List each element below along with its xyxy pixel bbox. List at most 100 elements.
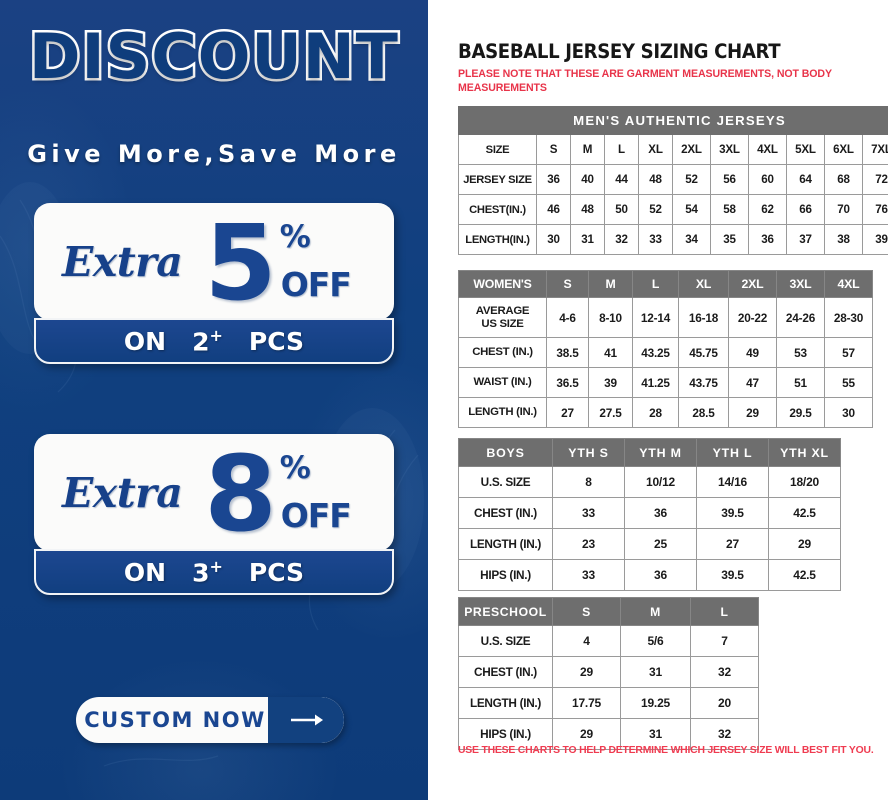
- table-cell: 28: [632, 397, 679, 428]
- table-cell: 28.5: [678, 397, 729, 428]
- mens-table-title: MEN'S AUTHENTIC JERSEYS: [458, 106, 888, 135]
- table-cell: 12-14: [632, 297, 679, 338]
- custom-now-button[interactable]: CUSTOM NOW: [76, 697, 344, 743]
- table-cell: 31: [570, 224, 605, 255]
- table-cell: 43.75: [678, 367, 729, 398]
- boys-sizing-table: BOYS YTH S YTH M YTH L YTH XL U.S. SIZE …: [458, 438, 841, 591]
- table-cell: 28-30: [824, 297, 873, 338]
- column-header-boys: BOYS: [458, 438, 553, 467]
- table-row: CHEST (IN.) 33 36 39.5 42.5: [458, 497, 841, 529]
- quantity-plus: +: [209, 325, 223, 345]
- mens-sizing-table: MEN'S AUTHENTIC JERSEYS SIZE S M L XL 2X…: [458, 106, 888, 255]
- discount-card-body: Extra 8 % OFF: [34, 434, 394, 551]
- page-title: DISCOUNT: [27, 20, 401, 93]
- table-cell: 4: [552, 625, 621, 657]
- quantity-threshold: 2+: [192, 326, 223, 356]
- column-header-preschool: PRESCHOOL: [458, 597, 553, 626]
- column-header-size: SIZE: [458, 134, 537, 165]
- discount-card-body: Extra 5 % OFF: [34, 203, 394, 320]
- discount-promo-panel: DISCOUNT Give More,Save More Extra 5 % O…: [0, 0, 428, 800]
- table-cell: 68: [824, 164, 863, 195]
- on-label: ON: [123, 557, 167, 587]
- row-label: CHEST(IN.): [458, 194, 537, 225]
- table-cell: 29: [552, 656, 621, 688]
- table-cell: 76: [862, 194, 888, 225]
- table-cell: 60: [748, 164, 787, 195]
- row-label: LENGTH (IN.): [458, 397, 547, 428]
- table-header-row: PRESCHOOL S M L: [458, 597, 759, 626]
- chart-note: PLEASE NOTE THAT THESE ARE GARMENT MEASU…: [458, 68, 832, 94]
- column-header: S: [536, 134, 571, 165]
- table-header-row: WOMEN'S S M L XL 2XL 3XL 4XL: [458, 270, 873, 298]
- custom-now-label: CUSTOM NOW: [84, 708, 266, 732]
- column-header: XL: [678, 270, 729, 298]
- sizing-chart-panel: BASEBALL JERSEY SIZING CHART PLEASE NOTE…: [438, 0, 888, 800]
- table-cell: 34: [672, 224, 711, 255]
- table-cell: 38: [824, 224, 863, 255]
- column-header: 2XL: [728, 270, 777, 298]
- table-cell: 42.5: [768, 497, 841, 529]
- table-cell: 72: [862, 164, 888, 195]
- table-cell: 5/6: [620, 625, 691, 657]
- column-header-womens: WOMEN'S: [458, 270, 547, 298]
- row-label: U.S. SIZE: [458, 466, 553, 498]
- arrow-right-icon: [268, 697, 344, 743]
- table-cell: 8-10: [588, 297, 633, 338]
- off-label: OFF: [280, 265, 352, 304]
- table-cell: 7: [690, 625, 759, 657]
- table-cell: 44: [604, 164, 639, 195]
- table-row: CHEST (IN.) 29 31 32: [458, 656, 759, 688]
- table-cell: 45.75: [678, 337, 729, 368]
- discount-amount-group: 8 % OFF: [204, 434, 352, 551]
- table-cell: 16-18: [678, 297, 729, 338]
- table-cell: 17.75: [552, 687, 621, 719]
- table-cell: 47: [728, 367, 777, 398]
- table-row: U.S. SIZE 8 10/12 14/16 18/20: [458, 466, 841, 498]
- row-label: CHEST (IN.): [458, 497, 553, 529]
- discount-condition-bar: ON 2+ PCS: [34, 318, 394, 364]
- discount-card-5-percent[interactable]: Extra 5 % OFF ON 2+ PCS: [34, 203, 394, 364]
- table-cell: 37: [786, 224, 825, 255]
- discount-condition-bar: ON 3+ PCS: [34, 549, 394, 595]
- row-label: LENGTH (IN.): [458, 687, 553, 719]
- table-cell: 64: [786, 164, 825, 195]
- discount-card-8-percent[interactable]: Extra 8 % OFF ON 3+ PCS: [34, 434, 394, 595]
- column-header: S: [546, 270, 589, 298]
- table-cell: 48: [570, 194, 605, 225]
- column-header: 4XL: [748, 134, 787, 165]
- table-cell: 29: [728, 397, 777, 428]
- table-cell: 29.5: [776, 397, 825, 428]
- womens-sizing-table: WOMEN'S S M L XL 2XL 3XL 4XL AVERAGE US S…: [458, 270, 873, 428]
- column-header: M: [588, 270, 633, 298]
- discount-amount: 5: [204, 203, 277, 320]
- row-label: HIPS (IN.): [458, 718, 553, 750]
- row-label-line1: AVERAGE: [475, 305, 530, 317]
- column-header: 7XL: [862, 134, 888, 165]
- column-header: L: [604, 134, 639, 165]
- table-row: LENGTH (IN.) 17.75 19.25 20: [458, 687, 759, 719]
- table-cell: 14/16: [696, 466, 769, 498]
- table-cell: 57: [824, 337, 873, 368]
- discount-amount: 8: [204, 434, 277, 551]
- column-header: YTH XL: [768, 438, 841, 467]
- table-cell: 42.5: [768, 559, 841, 591]
- table-cell: 8: [552, 466, 625, 498]
- table-cell: 62: [748, 194, 787, 225]
- table-cell: 27.5: [588, 397, 633, 428]
- table-cell: 38.5: [546, 337, 589, 368]
- background-texture: [0, 182, 424, 767]
- row-label-line2: US SIZE: [481, 317, 524, 330]
- column-header: L: [690, 597, 759, 626]
- table-cell: 66: [786, 194, 825, 225]
- table-cell: 33: [552, 497, 625, 529]
- table-cell: 24-26: [776, 297, 825, 338]
- table-cell: 52: [638, 194, 673, 225]
- quantity-value: 2: [192, 327, 210, 357]
- table-row: LENGTH (IN.) 23 25 27 29: [458, 528, 841, 560]
- column-header: 6XL: [824, 134, 863, 165]
- table-cell: 56: [710, 164, 749, 195]
- extra-label: Extra: [62, 237, 183, 286]
- table-row: WAIST (IN.) 36.5 39 41.25 43.75 47 51 55: [458, 367, 873, 398]
- table-cell: 41.25: [632, 367, 679, 398]
- table-cell: 41: [588, 337, 633, 368]
